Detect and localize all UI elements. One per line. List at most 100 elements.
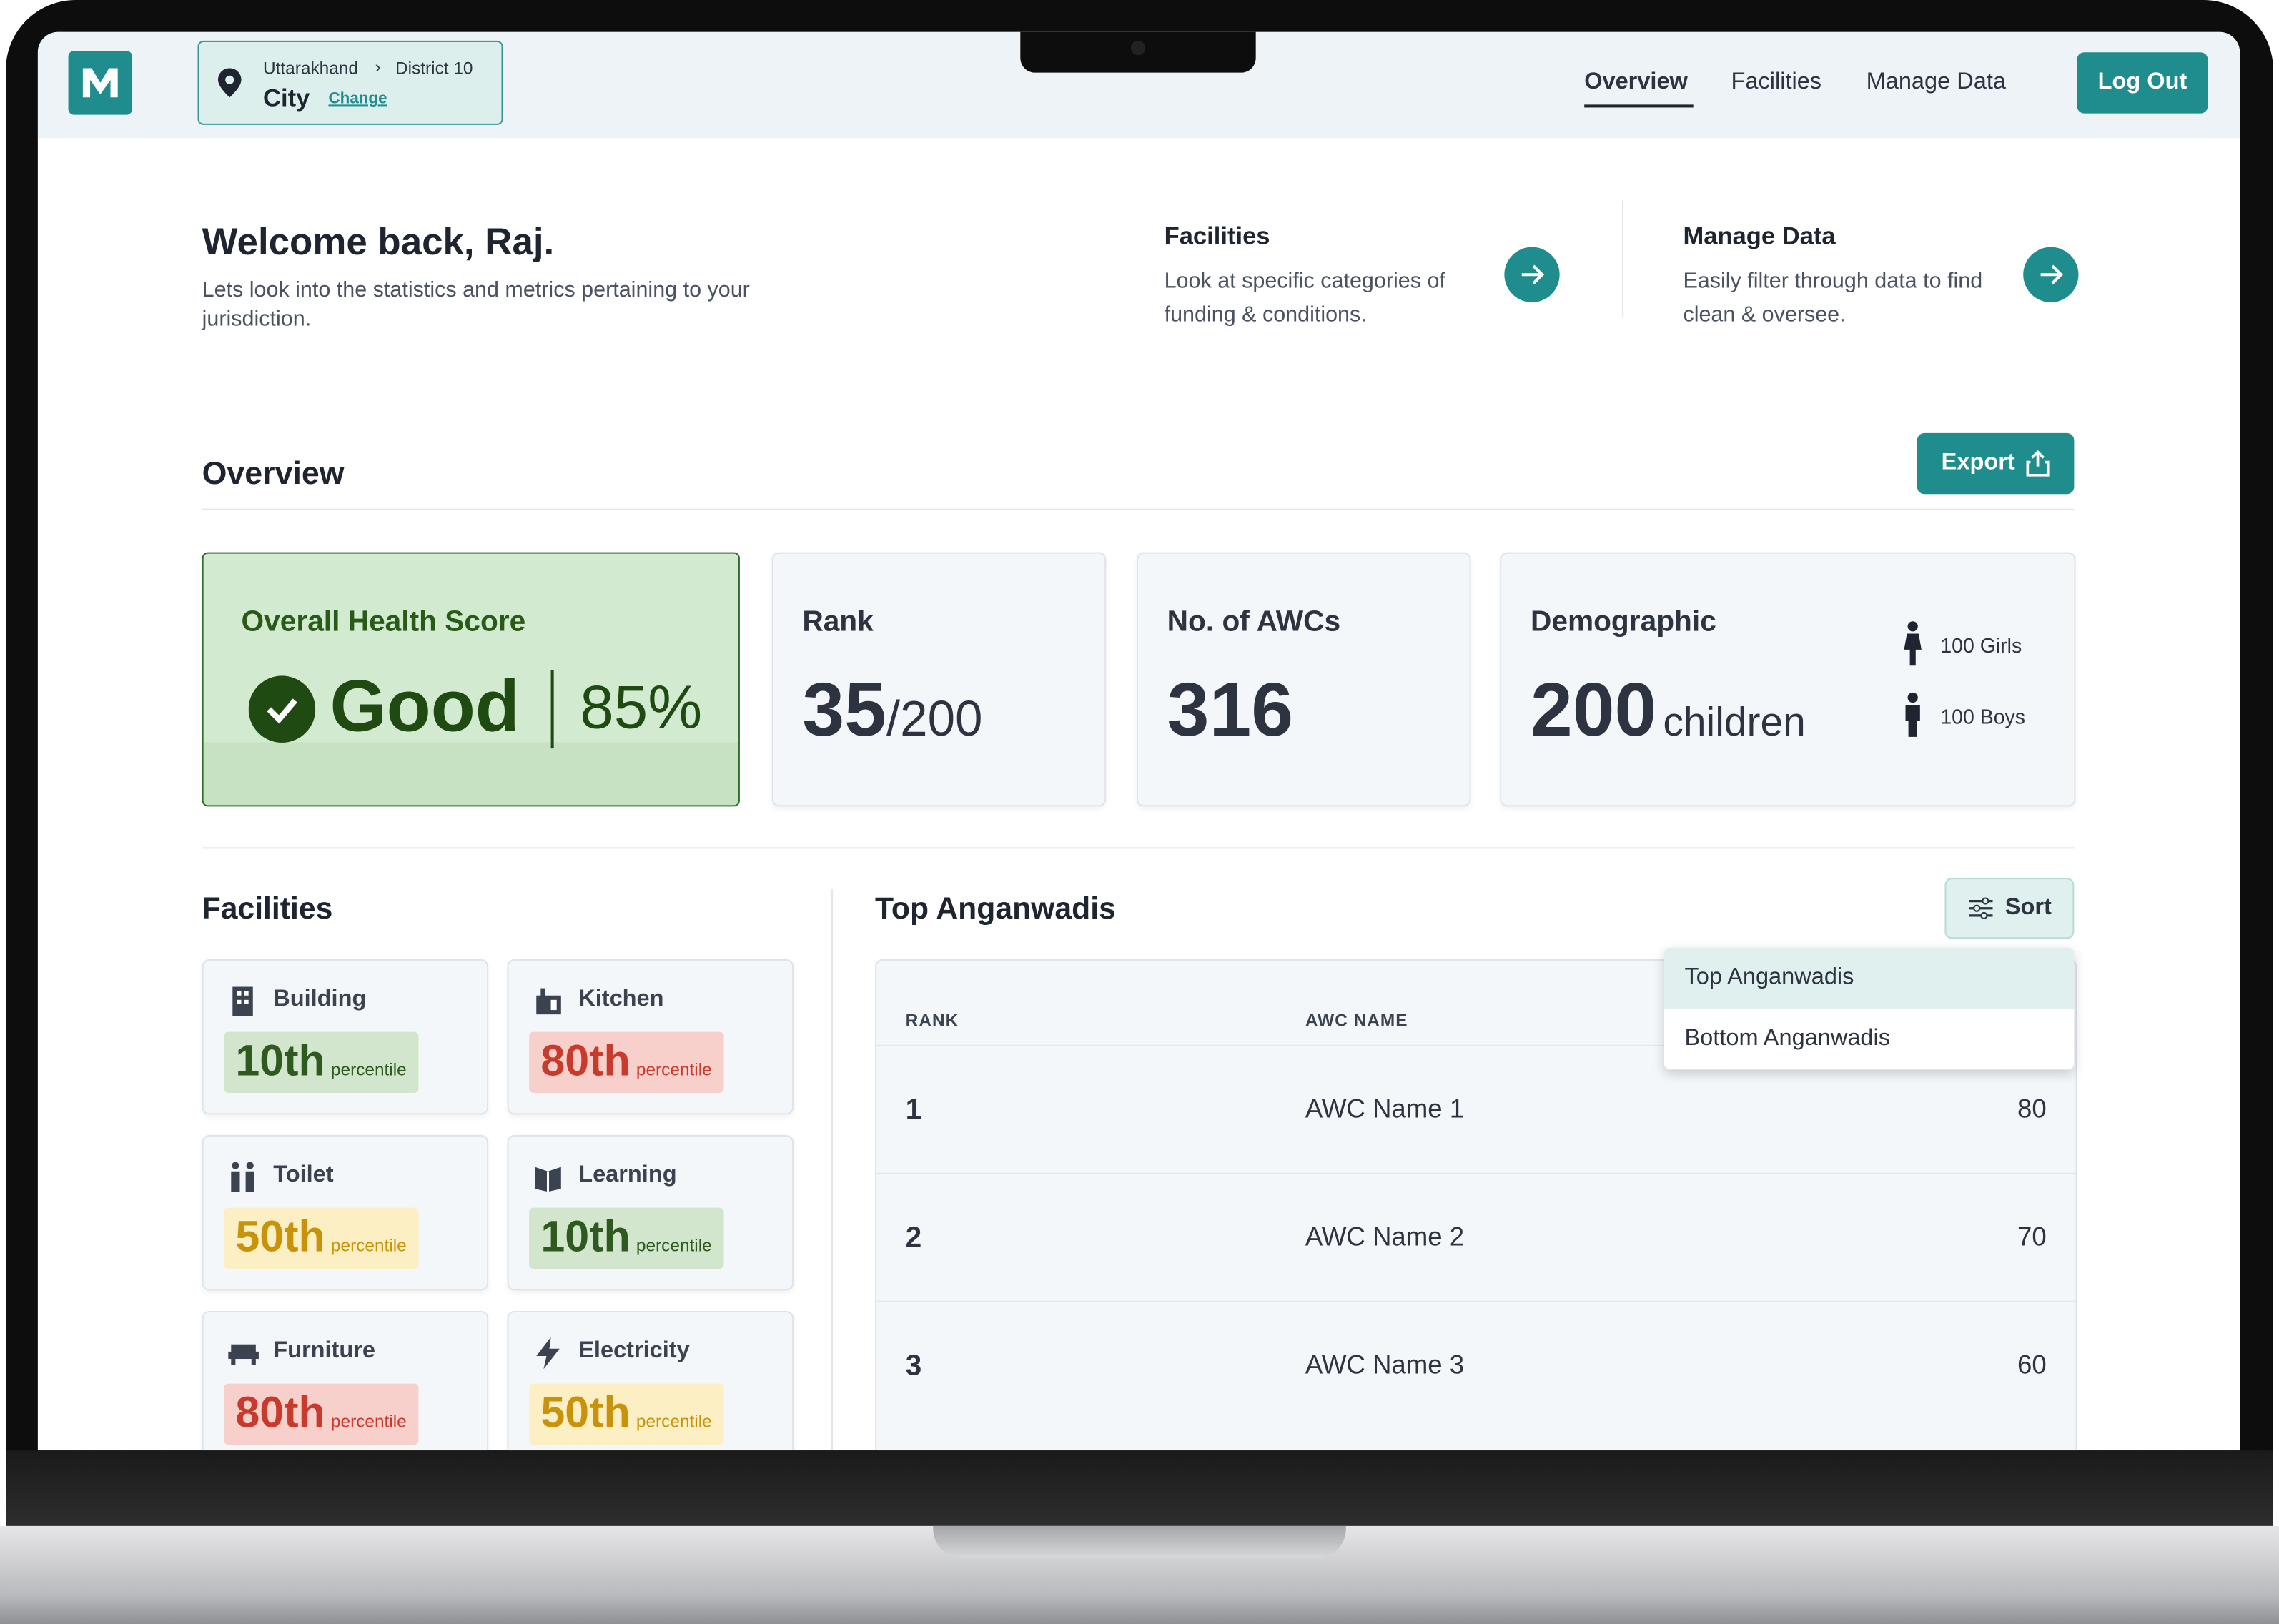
- separator: ›: [375, 56, 381, 77]
- name-cell: AWC Name 2: [1305, 1222, 1465, 1252]
- facility-card[interactable]: Electricity 50th percentile: [507, 1310, 794, 1451]
- percentile-suffix: percentile: [330, 1235, 407, 1256]
- percentile-pill: 10th percentile: [224, 1031, 418, 1093]
- percentile-rank: 80th: [540, 1037, 631, 1086]
- logout-button[interactable]: Log Out: [2077, 52, 2208, 114]
- sort-label: Sort: [2004, 895, 2052, 921]
- arrow-icon: [1521, 264, 1545, 284]
- icon: [536, 1337, 560, 1370]
- facility-icon: [533, 1337, 565, 1377]
- percentile-pill: 80th percentile: [529, 1031, 723, 1093]
- facility-card[interactable]: Building 10th percentile: [202, 959, 489, 1115]
- percentile-pill: 10th percentile: [529, 1207, 723, 1269]
- facility-name: Kitchen: [578, 986, 664, 1012]
- demographic-unit: children: [1663, 698, 1806, 744]
- name-cell: AWC Name 1: [1305, 1094, 1465, 1124]
- shortcut-description: Easily filter through data to find clean…: [1683, 269, 1983, 327]
- nav-link[interactable]: Facilities: [1731, 69, 1822, 95]
- sort-button[interactable]: Sort: [1944, 878, 2075, 939]
- shortcut-description: Look at specific categories of funding &…: [1164, 269, 1445, 327]
- percentile-suffix: percentile: [636, 1235, 712, 1256]
- percentile-suffix: percentile: [330, 1059, 407, 1080]
- active-underline: [1584, 104, 1694, 108]
- table-row[interactable]: 2 AWC Name 2 70: [876, 1172, 2076, 1302]
- rank-value-wrap: 35/200: [802, 667, 982, 754]
- facility-name: Toilet: [273, 1162, 334, 1188]
- percentile-rank: 50th: [235, 1213, 325, 1262]
- girls-count: 100 Girls: [1940, 633, 2022, 658]
- facility-card[interactable]: Toilet 50th percentile: [202, 1134, 489, 1291]
- rank-total: /200: [886, 691, 983, 748]
- divider: [1622, 200, 1624, 317]
- bezel-bottom: [6, 1450, 2273, 1529]
- facility-name: Electricity: [578, 1338, 690, 1364]
- awc-value: 316: [1167, 668, 1294, 753]
- location-box[interactable]: Uttarakhand › District 10 City Change: [197, 40, 503, 125]
- nav-link[interactable]: Overview: [1584, 69, 1688, 95]
- share-icon: [2027, 450, 2050, 477]
- facility-card[interactable]: Learning 10th percentile: [507, 1134, 794, 1291]
- health-status: Good: [330, 665, 520, 748]
- arrow-button[interactable]: [2023, 247, 2079, 302]
- divider: [202, 508, 2075, 510]
- demographic-card: Demographic 200 children 100 Girls 100 B…: [1500, 552, 2076, 807]
- table-row[interactable]: 3 AWC Name 3 60: [876, 1300, 2076, 1430]
- icon: [536, 988, 561, 1015]
- boy-icon: [1905, 692, 1920, 737]
- percentile-rank: 80th: [235, 1389, 325, 1437]
- sort-icon: [1968, 897, 1992, 919]
- facility-icon: [228, 986, 260, 1025]
- demographic-label: Demographic: [1530, 605, 1716, 638]
- percentile-suffix: percentile: [330, 1411, 407, 1432]
- rank-value: 35: [802, 668, 886, 753]
- dropdown-option[interactable]: Top Anganwadis: [1664, 947, 2075, 1009]
- hinge-notch: [933, 1525, 1346, 1558]
- nav-link[interactable]: Manage Data: [1866, 69, 2006, 95]
- facility-card[interactable]: Kitchen 80th percentile: [507, 959, 794, 1115]
- facility-name: Furniture: [273, 1338, 376, 1364]
- arrow-icon: [2040, 264, 2063, 284]
- screen: Uttarakhand › District 10 City Change Lo…: [37, 31, 2240, 1451]
- city: City: [263, 84, 310, 112]
- export-button[interactable]: Export: [1917, 432, 2075, 495]
- icon: [231, 1162, 254, 1192]
- icon: [232, 986, 253, 1016]
- column-header: RANK: [905, 1010, 959, 1031]
- check-icon: [248, 675, 316, 743]
- export-label: Export: [1941, 450, 2015, 475]
- district: District 10: [395, 58, 473, 79]
- shortcut-title: Manage Data: [1683, 222, 1836, 250]
- facility-icon: [228, 1337, 260, 1377]
- facility-card[interactable]: Furniture 80th percentile: [202, 1310, 489, 1451]
- percentile-suffix: percentile: [636, 1411, 712, 1432]
- percentile-pill: 50th percentile: [224, 1207, 418, 1269]
- dropdown-option[interactable]: Bottom Anganwadis: [1684, 1026, 1891, 1051]
- column-header: AWC NAME: [1305, 1010, 1408, 1031]
- arrow-button[interactable]: [1504, 247, 1560, 302]
- percentile-rank: 50th: [540, 1389, 631, 1437]
- sort-dropdown: Top Anganwadis Bottom Anganwadis: [1664, 947, 2075, 1070]
- logo-mark: [82, 68, 118, 98]
- logo[interactable]: [68, 51, 133, 115]
- facility-icon: [533, 1162, 565, 1201]
- percentile-suffix: percentile: [636, 1059, 712, 1080]
- pin-icon: [217, 68, 242, 98]
- table-row[interactable]: 1 AWC Name 1 80: [876, 1044, 2076, 1174]
- girl-icon: [1904, 621, 1922, 666]
- rank-label: Rank: [802, 605, 874, 638]
- top-title: Top Anganwadis: [874, 892, 1116, 926]
- change-link[interactable]: Change: [328, 90, 387, 108]
- percentile-pill: 50th percentile: [529, 1383, 723, 1445]
- facilities-title: Facilities: [202, 892, 333, 926]
- rank-card: Rank 35/200: [771, 552, 1107, 807]
- welcome-title: Welcome back, Raj.: [202, 219, 555, 264]
- shortcut-title: Facilities: [1164, 222, 1270, 250]
- health-card: Overall Health Score Good 85%: [202, 552, 740, 807]
- icon: [228, 1344, 259, 1365]
- divider: [550, 670, 554, 749]
- divider: [831, 889, 834, 1451]
- rank-cell: 3: [905, 1350, 922, 1382]
